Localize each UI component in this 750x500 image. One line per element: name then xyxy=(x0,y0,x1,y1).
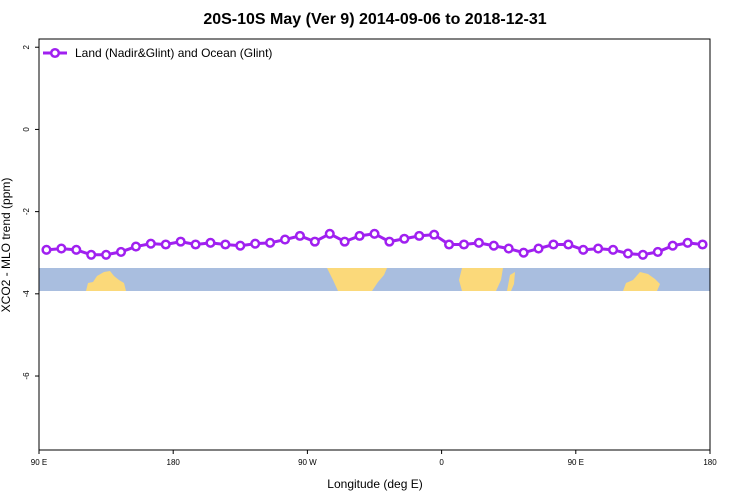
land xyxy=(459,268,503,291)
data-point xyxy=(115,246,127,257)
data-point xyxy=(533,243,544,254)
data-point xyxy=(145,238,156,249)
data-point xyxy=(473,237,484,248)
data-point xyxy=(160,239,171,250)
land xyxy=(327,268,387,291)
data-point xyxy=(220,239,231,250)
data-point xyxy=(205,237,216,248)
data-point xyxy=(444,239,455,250)
data-point xyxy=(682,237,693,248)
data-point xyxy=(667,240,678,251)
y-tick-label: -2 xyxy=(22,208,31,216)
data-point xyxy=(56,243,67,254)
x-tick-label: 90 E xyxy=(568,458,584,467)
data-point xyxy=(488,240,499,251)
x-tick-label: 90 W xyxy=(298,458,317,467)
data-point xyxy=(369,228,380,239)
data-point xyxy=(41,244,52,255)
legend-label: Land (Nadir&Glint) and Ocean (Glint) xyxy=(75,46,272,60)
data-point xyxy=(354,230,365,241)
y-axis-label: XCO2 - MLO trend (ppm) xyxy=(0,178,13,313)
data-point xyxy=(250,238,261,249)
data-point xyxy=(399,233,410,244)
data-point xyxy=(652,246,663,257)
land xyxy=(507,272,515,291)
data-point xyxy=(563,239,574,250)
map-strip xyxy=(39,268,710,291)
data-point xyxy=(384,236,395,247)
land xyxy=(86,271,126,291)
y-tick-label: 0 xyxy=(22,127,31,132)
data-point xyxy=(86,249,97,260)
data-point xyxy=(235,240,246,251)
data-point xyxy=(637,249,648,260)
x-axis-label: Longitude (deg E) xyxy=(327,477,422,491)
data-point xyxy=(324,228,335,239)
data-point xyxy=(503,243,514,254)
data-point xyxy=(339,236,350,247)
y-tick-label: -4 xyxy=(22,290,31,298)
x-tick-label: 180 xyxy=(167,458,181,467)
data-point xyxy=(608,244,619,255)
data-point xyxy=(101,249,112,260)
data-point xyxy=(190,239,201,250)
data-point xyxy=(265,237,276,248)
data-point xyxy=(309,236,320,247)
data-point xyxy=(548,239,559,250)
legend-marker xyxy=(49,47,61,59)
x-tick-label: 90 E xyxy=(31,458,47,467)
data-point xyxy=(71,244,82,255)
data-point xyxy=(429,229,440,240)
data-point xyxy=(294,230,305,241)
data-point xyxy=(593,243,604,254)
data-point xyxy=(458,239,470,250)
chart-title: 20S-10S May (Ver 9) 2014-09-06 to 2018-1… xyxy=(203,11,546,28)
land xyxy=(623,272,660,291)
data-point xyxy=(622,248,634,259)
data-point xyxy=(697,239,708,250)
data-point xyxy=(414,230,425,241)
x-tick-label: 0 xyxy=(439,458,444,467)
data-point xyxy=(578,244,589,255)
y-tick-label: -6 xyxy=(22,372,31,380)
data-point xyxy=(130,241,141,252)
data-point xyxy=(279,234,291,245)
plot-frame xyxy=(38,38,711,451)
data-point xyxy=(518,247,529,258)
y-tick-label: 2 xyxy=(22,44,31,49)
x-tick-label: 180 xyxy=(703,458,717,467)
data-point xyxy=(175,236,186,247)
